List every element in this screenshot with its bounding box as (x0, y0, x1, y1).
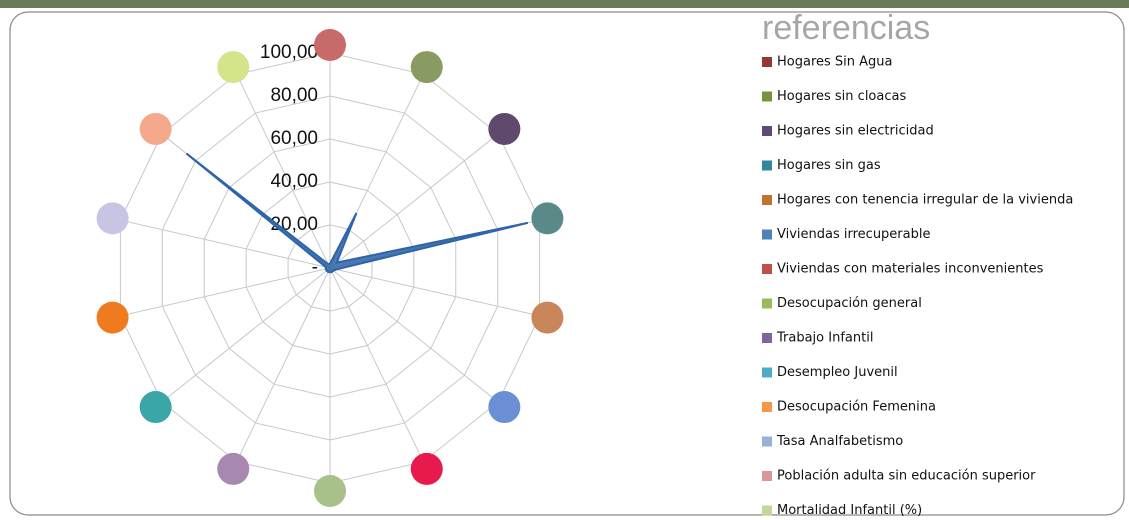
legend-label: Viviendas con materiales inconvenientes (777, 262, 1044, 277)
legend-swatch (762, 333, 772, 343)
legend-label: Desocupación Femenina (777, 400, 936, 415)
data-point (336, 262, 338, 264)
legend-label: Hogares sin gas (777, 158, 881, 173)
data-point (526, 222, 528, 224)
legend-swatch (762, 92, 772, 102)
data-point (186, 153, 188, 155)
axis-marker (411, 51, 443, 83)
data-point (331, 271, 333, 273)
legend-label: Desocupación general (777, 296, 922, 311)
legend-swatch (762, 161, 772, 171)
y-tick-label: 100,00 (260, 42, 318, 63)
axis-marker (217, 51, 249, 83)
legend-label: Desempleo Juvenil (777, 365, 898, 380)
legend-label: Hogares sin electricidad (777, 124, 934, 139)
legend-label: Mortalidad Infantil (%) (777, 503, 922, 518)
legend-swatch (762, 471, 772, 481)
legend-swatch (762, 195, 772, 205)
axis-marker (531, 302, 563, 334)
axis-marker (488, 391, 520, 423)
legend-swatch (762, 264, 772, 274)
legend-swatch (762, 506, 772, 516)
axis-marker (140, 391, 172, 423)
legend-swatch (762, 230, 772, 240)
data-point (325, 266, 327, 268)
axis-marker (314, 475, 346, 507)
axis-marker (314, 29, 346, 61)
data-point (325, 268, 327, 270)
legend-label: Trabajo Infantil (776, 331, 873, 346)
data-point (335, 268, 337, 270)
legend-label: Hogares sin cloacas (777, 89, 906, 104)
top-strip (0, 0, 1129, 8)
axis-marker (411, 453, 443, 485)
legend-swatch (762, 437, 772, 447)
chart: referencias -20,0040,0060,0080,00100,00H… (0, 0, 1129, 520)
legend-swatch (762, 402, 772, 412)
legend-label: Población adulta sin educación superior (777, 469, 1036, 484)
y-tick-label: 80,00 (270, 85, 318, 106)
axis-marker (217, 453, 249, 485)
legend-title: referencias (762, 9, 930, 47)
legend-swatch (762, 299, 772, 309)
data-point (329, 263, 331, 265)
data-point (355, 213, 357, 215)
data-point (327, 263, 329, 265)
data-point (329, 271, 331, 273)
axis-marker (97, 202, 129, 234)
legend-label: Viviendas irrecuperable (777, 227, 930, 242)
axis-marker (97, 302, 129, 334)
data-point (326, 270, 328, 272)
axis-marker (531, 202, 563, 234)
axis-marker (488, 113, 520, 145)
legend-swatch (762, 57, 772, 67)
legend-label: Hogares Sin Agua (777, 55, 893, 70)
axis-marker (140, 113, 172, 145)
legend-swatch (762, 126, 772, 136)
legend-swatch (762, 368, 772, 378)
legend-label: Tasa Analfabetismo (776, 434, 903, 449)
y-tick-label: 60,00 (270, 128, 318, 149)
legend-label: Hogares con tenencia irregular de la viv… (777, 193, 1073, 208)
y-tick-label: 40,00 (270, 171, 318, 192)
